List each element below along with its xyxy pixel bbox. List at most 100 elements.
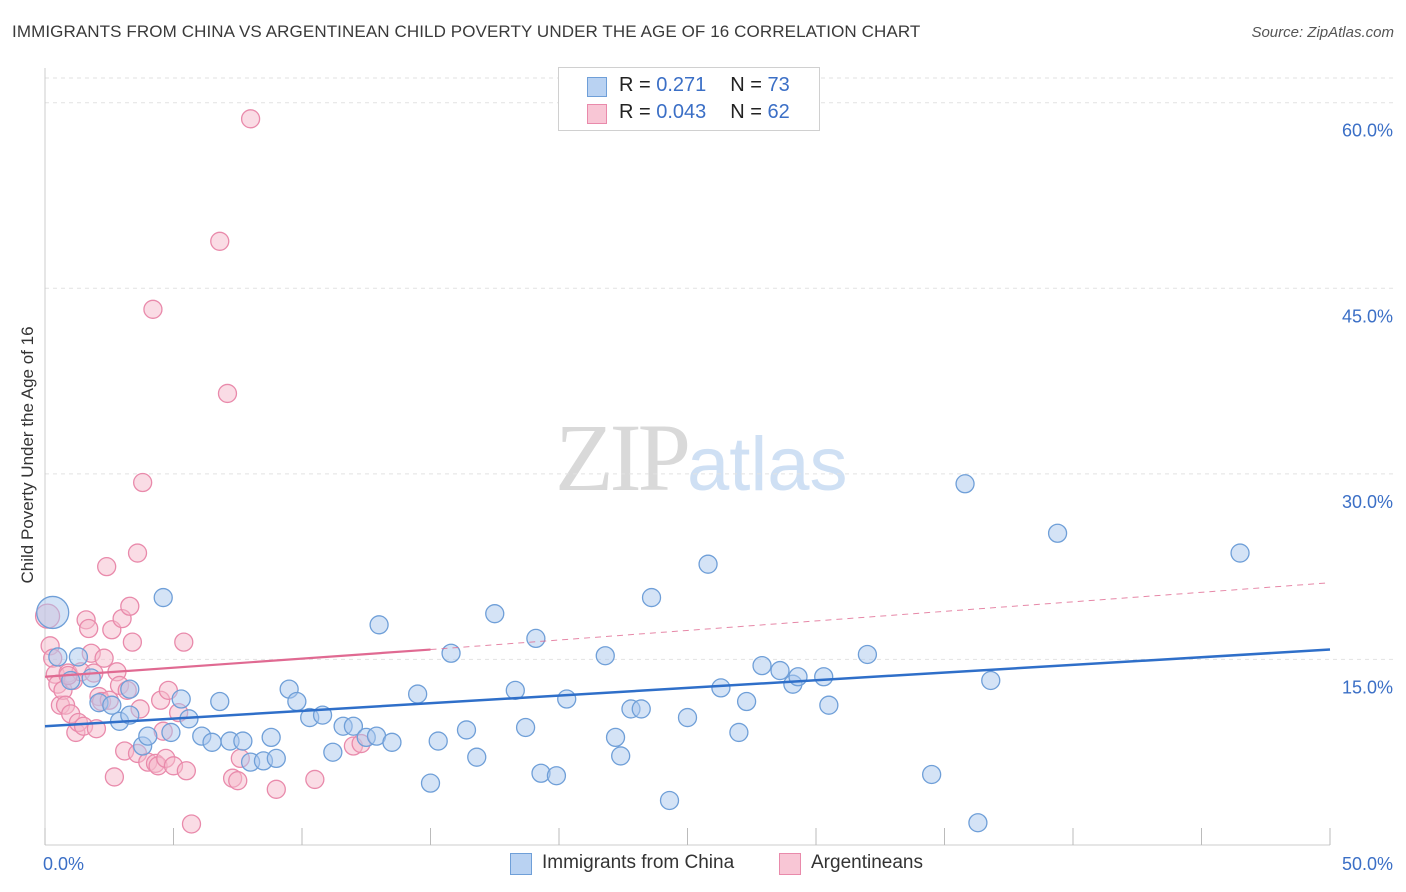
china-point (210, 691, 230, 712)
argentinean-point (228, 771, 248, 791)
watermark-atlas: atlas (687, 422, 848, 507)
china-point (233, 731, 253, 751)
argentinean-point (127, 543, 148, 563)
china-point (369, 615, 389, 635)
china-point (641, 587, 662, 608)
argentinean-point (174, 632, 194, 652)
y-tick-label: 45.0% (1342, 306, 1393, 326)
china-trend-line (44, 648, 1331, 728)
argentinean-point (133, 472, 153, 493)
china-point (814, 667, 834, 687)
argentinean-point (240, 109, 261, 129)
china-point (515, 717, 536, 738)
china-point (546, 766, 567, 786)
bottom-legend-swatch-argentinean (779, 853, 801, 875)
china-point (407, 684, 428, 704)
china-point (81, 668, 101, 688)
china-point (611, 746, 631, 766)
china-point (526, 628, 546, 649)
argentinean-point (104, 767, 125, 787)
grid-lines (45, 77, 1395, 660)
china-point (752, 655, 772, 676)
legend-r-value-argentinean: 0.043 (656, 101, 707, 123)
china-point (266, 748, 286, 769)
legend-n-label-china: N = (730, 74, 768, 96)
legend-text-china: R = 0.271 N = 73 (619, 74, 790, 97)
china-point (485, 604, 505, 624)
china-point (120, 679, 140, 699)
china-point (441, 643, 461, 663)
argentinean-point (122, 632, 143, 652)
y-tick-label: 15.0% (1342, 677, 1393, 697)
bottom-legend-swatch-china (510, 853, 532, 875)
china-point (922, 764, 942, 785)
argentinean-point (79, 618, 99, 639)
legend-swatch-china (587, 77, 607, 97)
china-point (968, 813, 988, 833)
legend-r-value-china: 0.271 (656, 74, 707, 96)
china-point (202, 732, 222, 752)
argentinean-trend-line (44, 648, 431, 678)
china-point (698, 554, 718, 574)
china-point (981, 670, 1001, 691)
china-point (467, 747, 487, 767)
legend-n-label-argentinean: N = (730, 101, 768, 123)
argentinean-point (210, 231, 230, 251)
china-point (729, 722, 749, 743)
argentinean-point (217, 383, 238, 404)
trend-lines (44, 582, 1331, 728)
china-point (102, 695, 122, 715)
legend-swatch-argentinean (587, 104, 607, 124)
china-point (456, 720, 477, 740)
china-point (287, 691, 307, 712)
china-point (36, 595, 70, 630)
argentinean-point (143, 299, 163, 319)
tick-labels: 15.0% 30.0% 45.0% 60.0% 0.0% 50.0% (43, 121, 1393, 874)
bottom-legend-label-argentinean: Argentineans (811, 852, 923, 873)
argentinean-point (181, 814, 202, 834)
y-axis-label: Child Poverty Under the Age of 16 (18, 326, 37, 584)
watermark-logo: ZIPatlas (555, 402, 848, 513)
correlation-legend: R = 0.271 N = 73 R = 0.043 N = 62 (558, 67, 820, 131)
china-point (605, 727, 626, 748)
china-point (631, 699, 651, 719)
bottom-legend-label-china: Immigrants from China (542, 852, 735, 873)
argentinean-point (305, 769, 325, 790)
legend-text-argentinean: R = 0.043 N = 62 (619, 101, 790, 124)
china-point (736, 691, 757, 712)
chart-title: IMMIGRANTS FROM CHINA VS ARGENTINEAN CHI… (12, 22, 921, 41)
china-point (138, 726, 158, 746)
china-point (857, 644, 878, 665)
china-point (343, 716, 364, 736)
china-point (382, 732, 402, 752)
china-point (770, 660, 790, 681)
china-point (68, 647, 89, 667)
china-point (420, 773, 441, 793)
legend-r-label-argentinean: R = (619, 101, 657, 123)
china-point (557, 689, 577, 709)
watermark-zip: ZIP (555, 404, 691, 511)
china-point (677, 707, 698, 728)
china-point (171, 689, 191, 709)
china-point (261, 727, 281, 748)
china-point (428, 731, 448, 751)
x-tick-label-max: 50.0% (1342, 854, 1393, 874)
argentinean-point (266, 779, 286, 799)
argentinean-trend-extension (430, 582, 1331, 651)
china-point (595, 646, 615, 666)
axes (44, 68, 1331, 846)
china-point (48, 647, 68, 667)
china-point (788, 667, 808, 687)
china-point (323, 742, 343, 762)
legend-n-value-argentinean: 62 (767, 101, 790, 123)
x-tick-label-min: 0.0% (43, 854, 84, 874)
legend-n-value-china: 73 (767, 74, 790, 96)
china-point (1230, 543, 1250, 563)
china-point (120, 705, 140, 725)
argentinean-point (97, 557, 117, 577)
legend-r-label-china: R = (619, 74, 657, 96)
china-points (36, 474, 1250, 833)
argentinean-point (176, 761, 197, 781)
china-point (153, 587, 173, 608)
